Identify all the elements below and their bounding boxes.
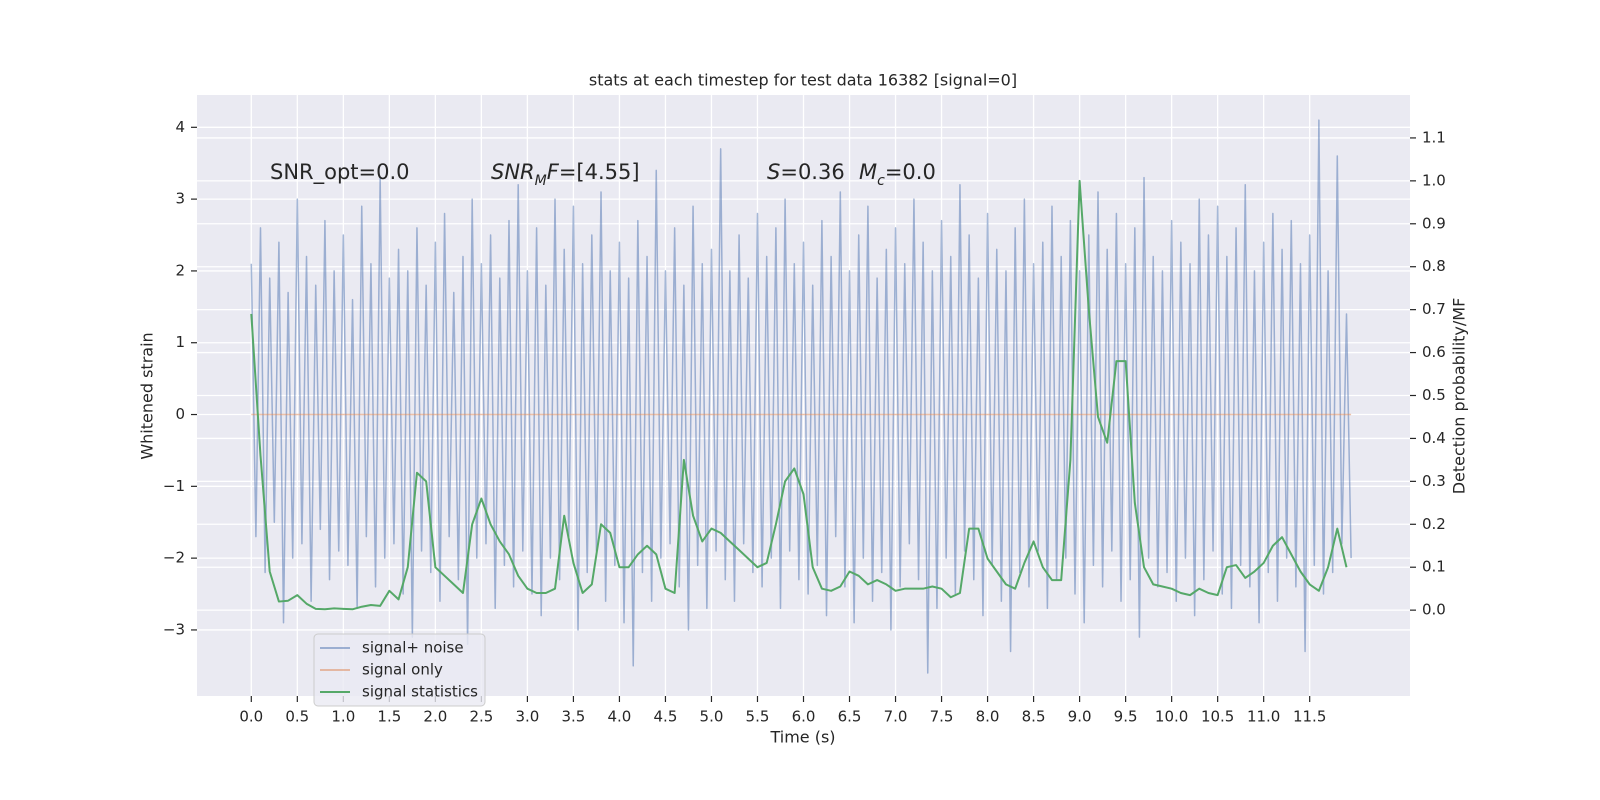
y2-tick-label: 0.3 xyxy=(1422,472,1446,490)
line-series xyxy=(250,119,1352,674)
annotation-part: =[4.55] xyxy=(559,160,640,184)
y-tick-label: 2 xyxy=(175,261,185,279)
x-tick-label: 2.5 xyxy=(469,708,493,726)
x-tick-label: 9.0 xyxy=(1068,708,1092,726)
x-tick-label: 7.5 xyxy=(930,708,954,726)
x-tick-label: 8.5 xyxy=(1022,708,1046,726)
y2-tick-label: 1.1 xyxy=(1422,128,1446,146)
y2-tick-label: 0.8 xyxy=(1422,257,1446,275)
y2-tick-label: 0.2 xyxy=(1422,515,1446,533)
y2-tick-label: 0.5 xyxy=(1422,386,1446,404)
x-tick-label: 0.5 xyxy=(285,708,309,726)
x-axis-label: Time (s) xyxy=(769,728,835,747)
grid xyxy=(197,95,1410,696)
legend-box xyxy=(313,633,486,707)
legend: signal+ noise signal only signal statistic… xyxy=(313,633,486,707)
x-tick-label: 3.5 xyxy=(561,708,585,726)
y2-tick-label: 0.7 xyxy=(1422,300,1446,318)
y2-tick-label: 0.4 xyxy=(1422,429,1446,447)
y2-tick-label: 1.0 xyxy=(1422,171,1446,189)
x-tick-label: 6.5 xyxy=(838,708,862,726)
x-tick-label: 3.0 xyxy=(515,708,539,726)
x-tick-label: 2.0 xyxy=(423,708,447,726)
x-tick-label: 5.5 xyxy=(746,708,770,726)
legend-label: signal only xyxy=(362,661,443,679)
x-tick-label: 4.0 xyxy=(608,708,632,726)
annotation-part: S xyxy=(767,160,780,184)
y2-tick-label: 0.1 xyxy=(1422,558,1446,576)
x-tick-label: 1.0 xyxy=(331,708,355,726)
chart-title: stats at each timestep for test data 163… xyxy=(589,71,1017,90)
x-tick-label: 9.5 xyxy=(1114,708,1138,726)
annotation-part: F xyxy=(547,160,560,184)
x-tick-label: 5.0 xyxy=(700,708,724,726)
x-tick-label: 0.0 xyxy=(239,708,263,726)
x-tick-label: 11.0 xyxy=(1247,708,1280,726)
y-tick-label: −3 xyxy=(163,620,185,638)
x-tick-label: 11.5 xyxy=(1293,708,1326,726)
y2-tick-label: 0.6 xyxy=(1422,343,1446,361)
x-tick-label: 10.5 xyxy=(1201,708,1234,726)
y-axis-label: Whitened strain xyxy=(138,332,157,459)
annotation: Mc=0.0 xyxy=(859,160,936,189)
x-tick-label: 7.0 xyxy=(884,708,908,726)
y2-tick-label: 0.9 xyxy=(1422,214,1446,232)
annotation: SNRMF=[4.55] xyxy=(491,160,640,189)
y-tick-label: 4 xyxy=(175,118,185,136)
legend-label: signal statistics xyxy=(362,683,478,701)
annotation-part: =0.0 xyxy=(885,160,936,184)
annotation-part: c xyxy=(877,173,885,189)
annotation-part: SNR xyxy=(491,160,535,184)
y-tick-label: −1 xyxy=(163,477,185,495)
legend-label: signal+ noise xyxy=(362,639,464,657)
x-tick-label: 1.5 xyxy=(377,708,401,726)
annotation: SNR_opt=0.0 xyxy=(270,160,410,185)
y-tick-label: 1 xyxy=(175,333,185,351)
annotation: S=0.36 xyxy=(767,160,845,184)
x-tick-label: 4.5 xyxy=(654,708,678,726)
annotation-part: M xyxy=(859,160,877,184)
x-tick-label: 10.0 xyxy=(1155,708,1188,726)
y2-axis-label: Detection probability/MF xyxy=(1450,298,1469,495)
x-tick-label: 6.0 xyxy=(792,708,816,726)
y-tick-label: −2 xyxy=(163,549,185,567)
x-tick-label: 8.0 xyxy=(976,708,1000,726)
annotation-part: SNR_opt=0.0 xyxy=(270,160,410,185)
line-series xyxy=(250,179,1348,611)
y2-tick-label: 0.0 xyxy=(1422,601,1446,619)
annotation-part: =0.36 xyxy=(780,160,844,184)
y-tick-label: 3 xyxy=(175,190,185,208)
annotation-part: M xyxy=(535,173,547,189)
y-tick-label: 0 xyxy=(175,405,185,423)
